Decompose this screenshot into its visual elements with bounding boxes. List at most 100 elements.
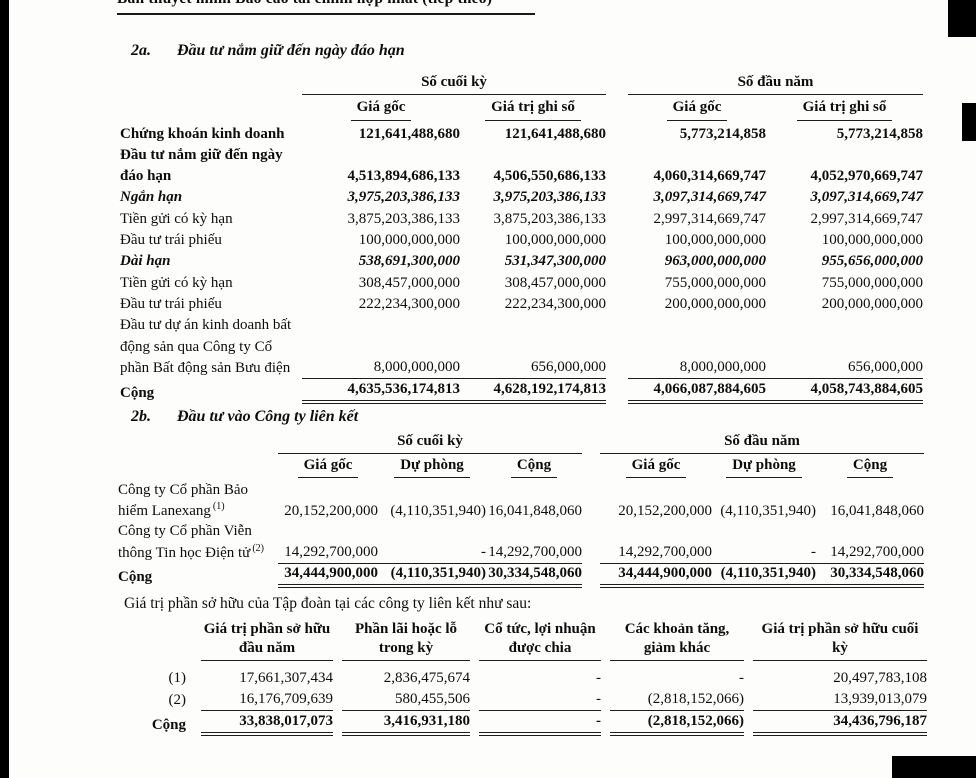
column-group-beginning: Số đầu năm bbox=[600, 432, 924, 454]
total-label: Cộng bbox=[151, 717, 186, 734]
footnote-ref: (1) bbox=[212, 501, 225, 513]
row-label: (1) bbox=[168, 669, 187, 686]
total-amount-cell: 34,436,796,187 bbox=[753, 711, 927, 737]
amount-cell: 200,000,000,000 bbox=[664, 295, 766, 312]
table-row: Dài hạn 538,691,300,000 531,347,300,000 … bbox=[120, 251, 923, 272]
total-amount-cell: 4,635,536,174,813 bbox=[302, 379, 460, 405]
amount-cell: 538,691,300,000 bbox=[358, 253, 460, 270]
table-row: Chứng khoán kinh doanh 121,641,488,680 1… bbox=[120, 124, 923, 145]
section-2a-heading: 2a. Đầu tư nắm giữ đến ngày đáo hạn bbox=[131, 42, 405, 60]
amount-cell: - bbox=[712, 522, 816, 564]
amount-cell: 3,875,203,386,133 bbox=[493, 210, 607, 227]
row-label: Chứng khoán kinh doanh bbox=[120, 125, 285, 142]
scan-artifact-right bbox=[962, 103, 976, 141]
amount-cell: 200,000,000,000 bbox=[821, 295, 923, 312]
amount-cell: 100,000,000,000 bbox=[821, 232, 923, 249]
section-2b-heading: 2b. Đầu tư vào Công ty liên kết bbox=[131, 408, 358, 426]
total-amount-cell: 30,334,548,060 bbox=[816, 564, 924, 588]
amount-cell: 3,975,203,386,133 bbox=[347, 189, 461, 206]
amount-cell: 8,000,000,000 bbox=[628, 315, 766, 380]
amount-cell: 4,060,314,669,747 bbox=[653, 168, 767, 185]
row-label: Dài hạn bbox=[120, 253, 171, 270]
total-amount-cell: (4,110,351,940) bbox=[378, 564, 486, 588]
amount-cell: 100,000,000,000 bbox=[664, 232, 766, 249]
amount-cell: 656,000,000 bbox=[766, 315, 923, 380]
amount-cell: 5,773,214,858 bbox=[679, 125, 766, 142]
row-label: Đầu tư dự án kinh doanh bất động sản qua… bbox=[120, 317, 292, 376]
table-row: Tiền gửi có kỳ hạn 3,875,203,386,133 3,8… bbox=[120, 209, 923, 230]
ownership-intro-text: Giá trị phần sở hữu của Tập đoàn tại các… bbox=[124, 595, 532, 612]
scan-artifact-left bbox=[0, 0, 9, 778]
row-label: Tiền gửi có kỳ hạn bbox=[120, 274, 233, 291]
ownership-table: Giá trị phần sở hữu đầu năm Phần lãi hoặ… bbox=[109, 620, 936, 737]
section-2b-number: 2b. bbox=[131, 408, 151, 425]
amount-cell: 531,347,300,000 bbox=[504, 253, 606, 270]
total-amount-cell: 4,628,192,174,813 bbox=[460, 379, 606, 405]
total-amount-cell: 30,334,548,060 bbox=[486, 564, 582, 588]
column-header: Giá gốc bbox=[278, 454, 378, 481]
row-label: Tiền gửi có kỳ hạn bbox=[120, 210, 233, 227]
amount-cell: (2,818,152,066) bbox=[610, 689, 744, 712]
column-header: Cộng bbox=[816, 454, 924, 481]
amount-cell: 121,641,488,680 bbox=[358, 125, 460, 142]
amount-cell: 4,513,894,686,133 bbox=[347, 168, 461, 185]
amount-cell: 14,292,700,000 bbox=[278, 522, 378, 564]
amount-cell: 13,939,013,079 bbox=[753, 689, 927, 712]
column-group-row: Số cuối kỳ Số đầu năm bbox=[120, 72, 923, 96]
row-label: Đầu tư trái phiếu bbox=[120, 232, 222, 249]
amount-cell: 3,097,314,669,747 bbox=[653, 189, 767, 206]
amount-cell: - bbox=[378, 522, 486, 564]
table-row: (2) 16,176,709,639 580,455,506 - (2,818,… bbox=[118, 689, 927, 712]
table-row: Đầu tư nắm giữ đến ngày đáo hạn 4,513,89… bbox=[120, 145, 923, 188]
amount-cell: 2,997,314,669,747 bbox=[653, 210, 767, 227]
amount-cell: 3,875,203,386,133 bbox=[347, 210, 461, 227]
total-amount-cell: (2,818,152,066) bbox=[610, 711, 744, 737]
total-label: Cộng bbox=[120, 385, 155, 402]
amount-cell: 20,152,200,000 bbox=[618, 503, 712, 520]
amount-cell: 222,234,300,000 bbox=[504, 295, 606, 312]
table-row: Ngắn hạn 3,975,203,386,133 3,975,203,386… bbox=[120, 187, 923, 208]
amount-cell: 16,041,848,060 bbox=[830, 503, 924, 520]
column-header-row: Giá trị phần sở hữu đầu năm Phần lãi hoặ… bbox=[118, 620, 927, 661]
total-amount-cell: 4,066,087,884,605 bbox=[628, 379, 766, 405]
scan-artifact-top-right bbox=[948, 0, 976, 37]
total-amount-cell: 34,444,900,000 bbox=[278, 564, 378, 588]
row-label: Ngắn hạn bbox=[120, 189, 183, 206]
table-row: Đầu tư trái phiếu 100,000,000,000 100,00… bbox=[120, 230, 923, 251]
amount-cell: (4,110,351,940) bbox=[390, 503, 486, 520]
amount-cell: 14,292,700,000 bbox=[486, 522, 582, 564]
column-header-row: Giá gốc Dự phòng Cộng Giá gốc Dự phòng C… bbox=[118, 454, 924, 481]
amount-cell: 16,041,848,060 bbox=[488, 503, 582, 520]
section-2a-number: 2a. bbox=[131, 42, 151, 59]
amount-cell: 4,052,970,669,747 bbox=[810, 168, 924, 185]
held-to-maturity-table: Số cuối kỳ Số đầu năm Giá gốc Giá trị gh… bbox=[120, 72, 923, 405]
table-row: Tiền gửi có kỳ hạn 308,457,000,000 308,4… bbox=[120, 273, 923, 294]
column-header: Giá trị phần sở hữu đầu năm bbox=[201, 620, 333, 661]
row-label: Đầu tư nắm giữ đến ngày đáo hạn bbox=[120, 146, 283, 185]
column-header: Giá trị ghi sổ bbox=[766, 95, 923, 123]
amount-cell: 100,000,000,000 bbox=[358, 232, 460, 249]
amount-cell: 3,097,314,669,747 bbox=[810, 189, 924, 206]
total-amount-cell: 33,838,017,073 bbox=[201, 711, 333, 737]
amount-cell: 8,000,000,000 bbox=[302, 315, 460, 380]
column-header: Giá gốc bbox=[628, 95, 766, 123]
amount-cell: 14,292,700,000 bbox=[600, 522, 712, 564]
amount-cell: 755,000,000,000 bbox=[821, 274, 923, 291]
amount-cell: 100,000,000,000 bbox=[504, 232, 606, 249]
column-group-beginning: Số đầu năm bbox=[628, 72, 923, 96]
column-header-row: Giá gốc Giá trị ghi sổ Giá gốc Giá trị g… bbox=[120, 95, 923, 123]
amount-cell: (4,110,351,940) bbox=[720, 503, 816, 520]
amount-cell: 2,997,314,669,747 bbox=[810, 210, 924, 227]
section-2b-title: Đầu tư vào Công ty liên kết bbox=[177, 408, 359, 425]
table-row: Công ty Cổ phần Viễn thông Tin học Điện … bbox=[118, 522, 924, 564]
amount-cell: 121,641,488,680 bbox=[504, 125, 606, 142]
total-amount-cell: 4,058,743,884,605 bbox=[766, 379, 923, 405]
row-label: Công ty Cổ phần Viễn thông Tin học Điện … bbox=[118, 523, 264, 561]
document-header-title: Bản thuyết minh Báo cáo tài chính hợp nh… bbox=[117, 0, 535, 8]
amount-cell: 755,000,000,000 bbox=[664, 274, 766, 291]
amount-cell: 5,773,214,858 bbox=[836, 125, 923, 142]
column-header: Cộng bbox=[486, 454, 582, 481]
total-label: Cộng bbox=[118, 568, 153, 585]
table-row: Đầu tư trái phiếu 222,234,300,000 222,23… bbox=[120, 294, 923, 315]
section-2a-title: Đầu tư nắm giữ đến ngày đáo hạn bbox=[177, 42, 405, 59]
